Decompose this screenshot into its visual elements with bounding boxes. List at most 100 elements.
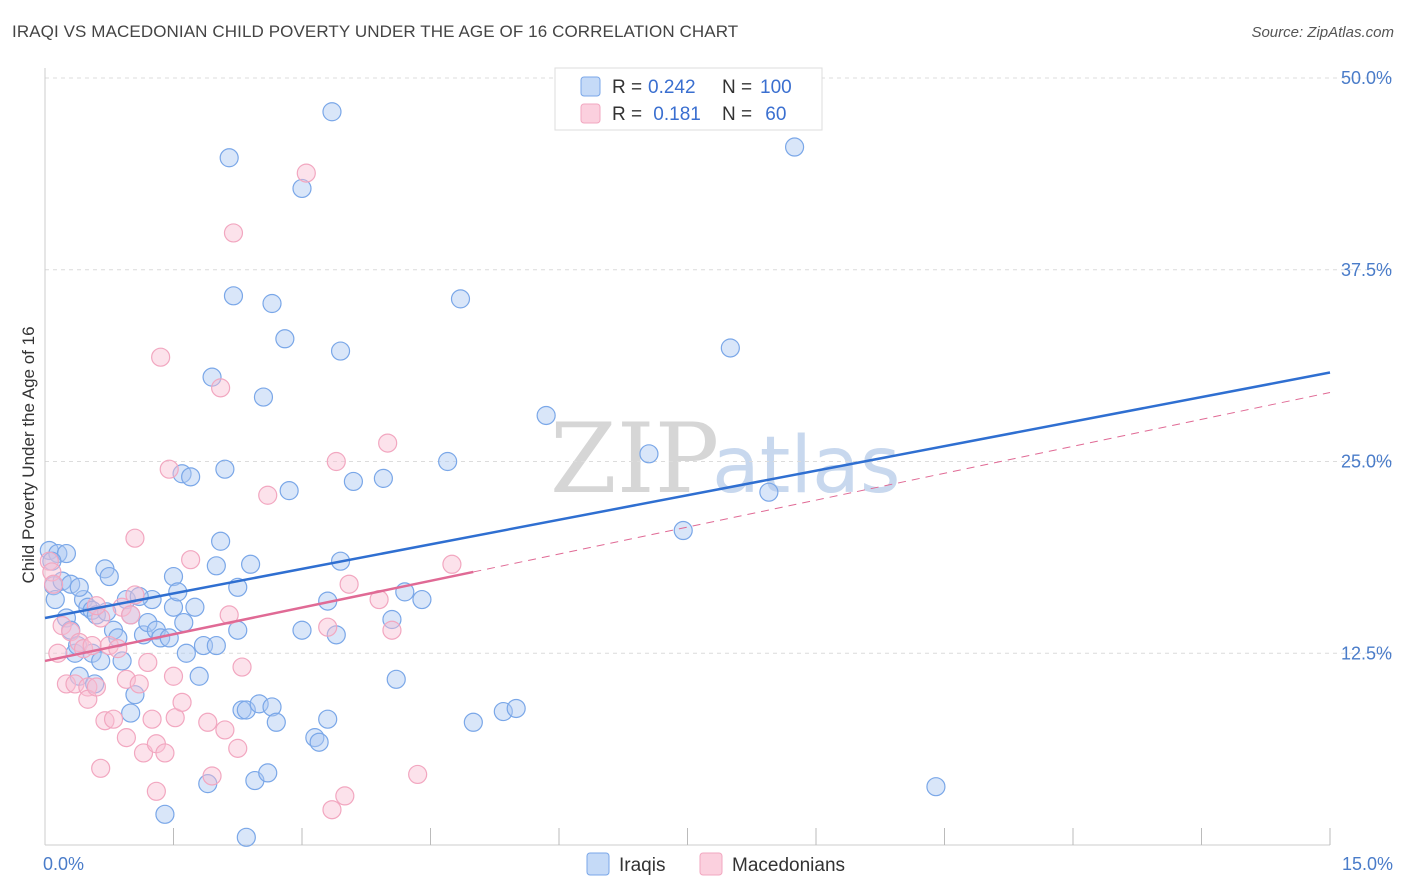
iraqi-point <box>784 137 805 157</box>
iraqi-point <box>236 827 256 847</box>
macedonian-point <box>322 800 342 820</box>
macedonian-point <box>138 652 158 673</box>
macedonian-point <box>159 459 179 479</box>
iraqi-point <box>309 732 329 752</box>
macedonian-point <box>146 781 166 801</box>
macedonian-point <box>211 378 231 398</box>
iraqi-point <box>185 597 205 617</box>
iraqi-point <box>91 651 111 671</box>
macedonian-point <box>215 720 235 740</box>
iraqi-point <box>163 566 184 587</box>
iraqi-point <box>215 459 235 479</box>
macedonian-point <box>155 743 175 763</box>
iraqi-point <box>253 387 274 407</box>
iraqi-point <box>155 804 175 824</box>
series-iraqis <box>39 102 946 847</box>
macedonian-point <box>116 728 136 748</box>
iraqi-point <box>176 643 196 663</box>
iraqi-point <box>181 467 201 487</box>
y-tick-label: 37.5% <box>1341 260 1392 280</box>
legend-n-value-macedonians: 60 <box>760 104 786 125</box>
source-credit: Source: ZipAtlas.com <box>1251 24 1394 41</box>
macedonian-point <box>326 451 346 472</box>
macedonian-point <box>129 674 149 694</box>
iraqi-point <box>275 329 295 349</box>
iraqi-point <box>450 289 471 309</box>
iraqi-point <box>99 566 119 587</box>
iraqi-point <box>241 554 261 574</box>
trend-line-macedonians <box>44 570 474 663</box>
macedonian-point <box>339 574 359 594</box>
iraqi-point <box>506 698 526 719</box>
macedonian-point <box>408 764 428 785</box>
macedonian-point <box>382 620 402 640</box>
macedonian-point <box>258 485 278 505</box>
iraqi-point <box>386 669 406 689</box>
legend-r-value-iraqis: 0.242 <box>648 77 696 98</box>
bottom-legend-swatch-macedonians <box>699 852 723 876</box>
macedonian-point <box>198 712 218 732</box>
macedonian-point <box>378 433 398 453</box>
iraqi-point <box>292 178 312 199</box>
grid-lines <box>45 77 1392 654</box>
watermark-zip: ZIP <box>550 403 719 515</box>
iraqi-point <box>189 666 209 686</box>
macedonian-point <box>163 666 184 686</box>
iraqi-point <box>438 451 458 472</box>
iraqi-point <box>206 635 226 656</box>
iraqi-point <box>720 338 740 358</box>
legend-r-label-iraqis: R = <box>612 77 642 98</box>
iraqi-point <box>536 405 556 426</box>
legend-swatch-macedonians <box>580 103 601 124</box>
iraqi-point <box>373 468 393 488</box>
macedonian-point <box>43 574 64 594</box>
iraqi-point <box>382 609 402 630</box>
iraqi-point <box>174 612 194 633</box>
iraqi-point <box>258 763 278 783</box>
macedonian-point <box>296 163 316 183</box>
iraqi-point <box>673 520 693 541</box>
macedonian-point <box>232 657 252 677</box>
iraqi-point <box>343 471 363 492</box>
macedonian-point <box>335 786 355 806</box>
legend-n-label-macedonians: N = <box>722 104 752 125</box>
y-tick-labels: 12.5% 25.0% 37.5% 50.0% <box>1341 68 1392 663</box>
y-tick-label: 50.0% <box>1341 68 1392 88</box>
iraqi-point <box>163 597 184 617</box>
iraqi-point <box>223 286 244 306</box>
iraqi-point <box>206 556 226 576</box>
macedonian-point <box>151 347 171 367</box>
macedonian-point <box>318 617 338 637</box>
iraqi-point <box>211 531 231 551</box>
watermark-atlas: atlas <box>712 421 901 511</box>
iraqi-point <box>412 589 432 610</box>
iraqi-point <box>219 148 239 168</box>
x-tick-labels: 0.0% 15.0% <box>43 854 1393 874</box>
chart-title: IRAQI VS MACEDONIAN CHILD POVERTY UNDER … <box>12 22 739 41</box>
iraqi-point <box>262 293 282 314</box>
x-tick-label-max: 15.0% <box>1342 854 1393 874</box>
bottom-legend-swatch-iraqis <box>586 852 610 876</box>
legend-r-label-macedonians: R = <box>612 104 642 125</box>
iraqi-point <box>926 777 946 797</box>
bottom-legend-label-iraqis: Iraqis <box>619 855 665 876</box>
iraqi-point <box>279 481 299 501</box>
iraqi-point <box>639 444 659 464</box>
iraqi-point <box>266 712 286 732</box>
iraqi-point <box>45 589 65 610</box>
legend-n-value-iraqis: 100 <box>760 77 792 98</box>
series-macedonians <box>39 163 462 820</box>
iraqi-point <box>121 703 141 723</box>
bottom-legend-label-macedonians: Macedonians <box>732 855 845 876</box>
macedonian-point <box>91 758 111 778</box>
macedonian-point <box>142 709 162 729</box>
legend-r-value-macedonians: 0.181 <box>648 104 701 125</box>
macedonian-point <box>223 223 244 243</box>
macedonian-point <box>108 639 128 659</box>
macedonian-point <box>125 528 145 548</box>
iraqi-point <box>112 651 132 671</box>
series-legend: Iraqis Macedonians <box>586 852 845 876</box>
y-axis-label: Child Poverty Under the Age of 16 <box>19 326 38 583</box>
trend-line-iraqis <box>44 371 1331 620</box>
legend-swatch-iraqis <box>580 76 601 97</box>
